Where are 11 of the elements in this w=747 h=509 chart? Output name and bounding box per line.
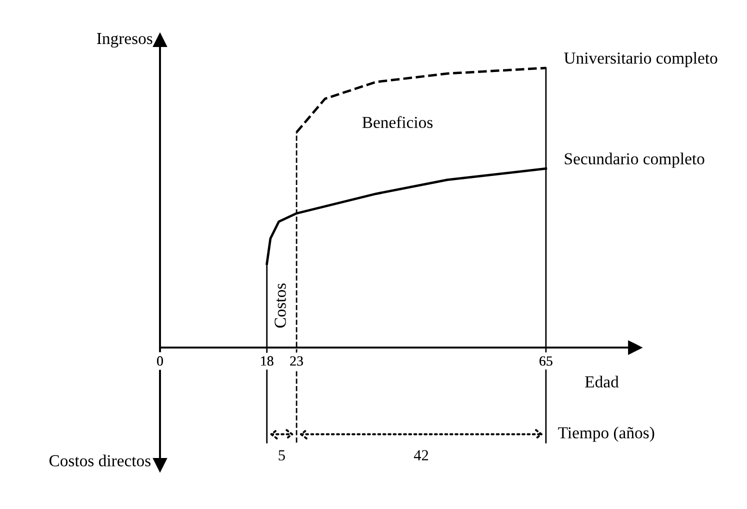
series-label: Universitario completo <box>564 52 718 68</box>
text: Tiempo (años) <box>558 426 654 442</box>
text: 5 <box>278 450 285 460</box>
annotation: Costos <box>274 284 286 328</box>
x-tick-label: 23 <box>290 356 303 366</box>
text: Costos directos <box>49 454 150 466</box>
series-label: Secundario completo <box>564 152 704 168</box>
y-axis-title: Ingresos <box>97 33 152 48</box>
text: 42 <box>414 450 428 460</box>
annotation: Beneficios <box>362 116 433 128</box>
x-axis-title: Edad <box>585 376 619 388</box>
